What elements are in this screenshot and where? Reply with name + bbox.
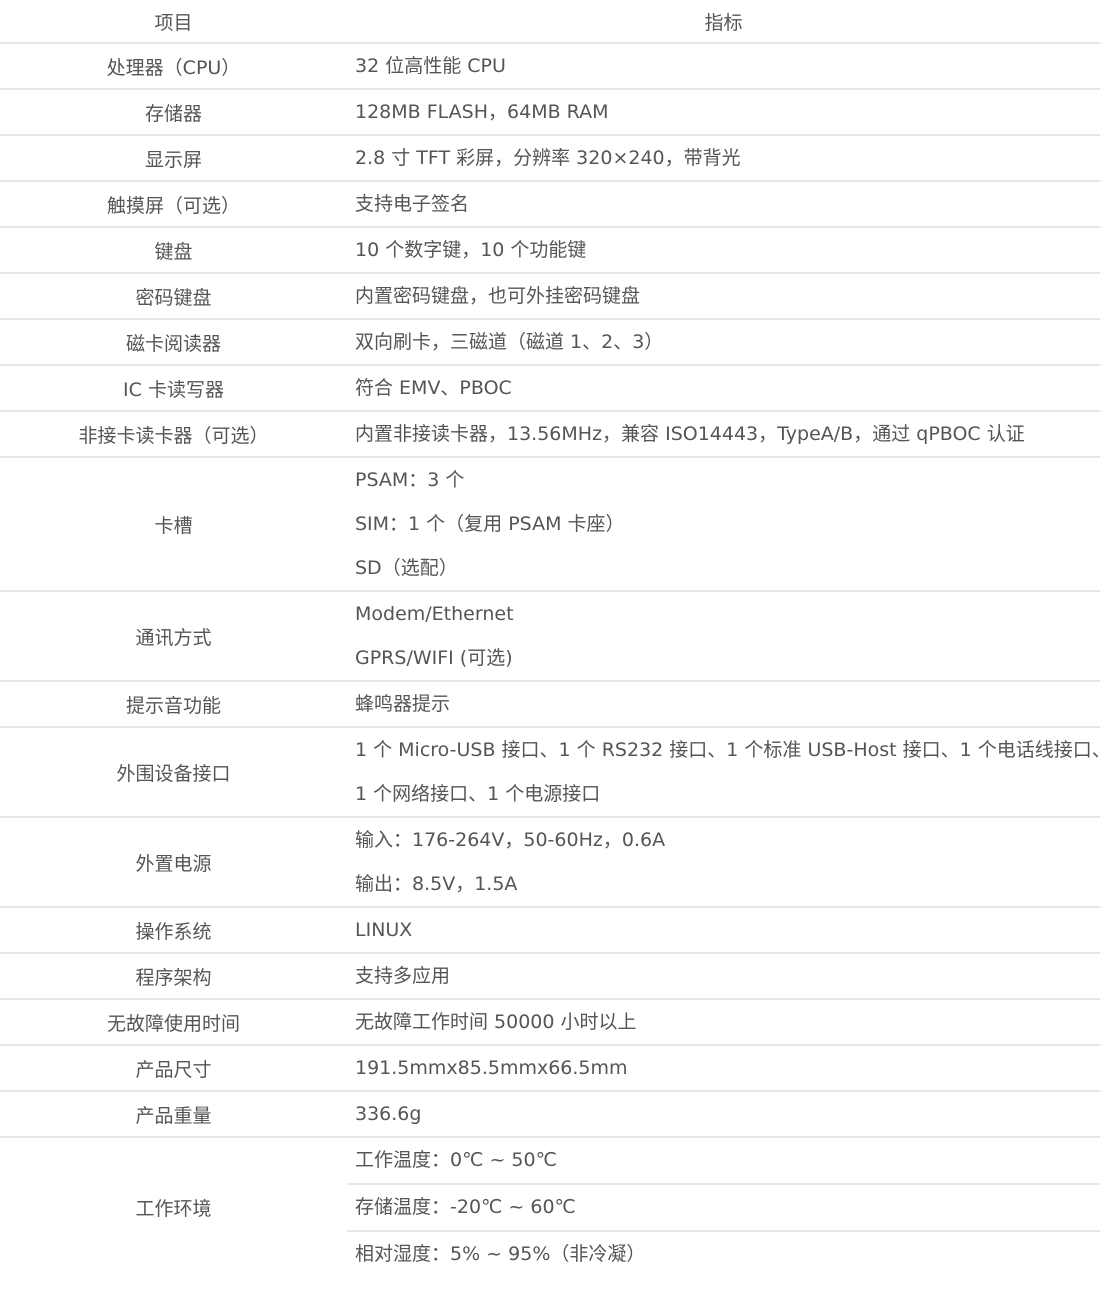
spec-name: 磁卡阅读器 [0,319,347,366]
spec-value-cell: 2.8 寸 TFT 彩屏，分辨率 320×240，带背光 [347,135,1100,182]
spec-name: 卡槽 [0,457,347,592]
header-item: 项目 [0,0,347,44]
table-row: 通讯方式 Modem/Ethernet GPRS/WIFI (可选) [0,591,1100,682]
table-row: 显示屏 2.8 寸 TFT 彩屏，分辨率 320×240，带背光 [0,135,1100,182]
table-row: 工作环境 工作温度：0℃ ~ 50℃ 存储温度：-20℃ ~ 60℃ 相对湿度：5% … [0,1137,1100,1277]
table-row: IC 卡读写器 符合 EMV、PBOC [0,365,1100,412]
spec-value-cell: 支持多应用 [347,953,1100,1000]
spec-value: SIM：1 个（复用 PSAM 卡座） [355,513,625,535]
table-row: 触摸屏（可选） 支持电子签名 [0,181,1100,228]
spec-value: 无故障工作时间 50000 小时以上 [355,1011,637,1033]
spec-value: 双向刷卡，三磁道（磁道 1、2、3） [355,331,664,353]
table-row: 无故障使用时间 无故障工作时间 50000 小时以上 [0,999,1100,1046]
spec-name: 触摸屏（可选） [0,181,347,228]
spec-value-cell: 支持电子签名 [347,181,1100,228]
spec-value: 1 个网络接口、1 个电源接口 [355,783,601,805]
table-row: 磁卡阅读器 双向刷卡，三磁道（磁道 1、2、3） [0,319,1100,366]
spec-value-cell: 无故障工作时间 50000 小时以上 [347,999,1100,1046]
spec-value: 10 个数字键，10 个功能键 [355,239,587,261]
table-row: 操作系统 LINUX [0,907,1100,954]
spec-value: 蜂鸣器提示 [355,693,451,715]
spec-value-cell: 128MB FLASH，64MB RAM [347,89,1100,136]
spec-value: 工作温度：0℃ ~ 50℃ [347,1138,1100,1185]
spec-value-cell: PSAM：3 个 SIM：1 个（复用 PSAM 卡座） SD（选配） [347,457,1100,592]
table-row: 提示音功能 蜂鸣器提示 [0,681,1100,728]
spec-value: 1 个 Micro-USB 接口、1 个 RS232 接口、1 个标准 USB-… [355,739,1100,761]
spec-value: 2.8 寸 TFT 彩屏，分辨率 320×240，带背光 [355,147,741,169]
spec-value-cell: LINUX [347,907,1100,954]
spec-name: 处理器（CPU） [0,43,347,90]
spec-value-cell: Modem/Ethernet GPRS/WIFI (可选) [347,591,1100,682]
spec-value-cell: 内置非接读卡器，13.56MHz，兼容 ISO14443，TypeA/B，通过 … [347,411,1100,458]
table-row: 处理器（CPU） 32 位高性能 CPU [0,43,1100,90]
spec-value: 支持电子签名 [355,193,470,215]
spec-name: 通讯方式 [0,591,347,682]
header-spec: 指标 [347,0,1100,44]
spec-value-cell: 1 个 Micro-USB 接口、1 个 RS232 接口、1 个标准 USB-… [347,727,1100,818]
table-row: 程序架构 支持多应用 [0,953,1100,1000]
spec-value: GPRS/WIFI (可选) [355,647,513,669]
spec-value-cell: 内置密码键盘，也可外挂密码键盘 [347,273,1100,320]
spec-name: 操作系统 [0,907,347,954]
table-row: 卡槽 PSAM：3 个 SIM：1 个（复用 PSAM 卡座） SD（选配） [0,457,1100,592]
table-row: 外置电源 输入：176-264V，50-60Hz，0.6A 输出：8.5V，1.5A [0,817,1100,908]
spec-name: 产品重量 [0,1091,347,1138]
spec-name: 无故障使用时间 [0,999,347,1046]
spec-value: 191.5mmx85.5mmx66.5mm [355,1057,628,1079]
table-row: 外围设备接口 1 个 Micro-USB 接口、1 个 RS232 接口、1 个标… [0,727,1100,818]
spec-name: 工作环境 [135,1198,212,1220]
spec-value-cell: 32 位高性能 CPU [347,43,1100,90]
spec-value: 内置非接读卡器，13.56MHz，兼容 ISO14443，TypeA/B，通过 … [355,423,1025,445]
spec-name: 显示屏 [0,135,347,182]
spec-value: 输出：8.5V，1.5A [355,873,518,895]
spec-name: 存储器 [0,89,347,136]
spec-name: 提示音功能 [0,681,347,728]
spec-value-cell: 336.6g [347,1091,1100,1138]
spec-name: 密码键盘 [0,273,347,320]
spec-value: LINUX [355,919,413,941]
spec-name: 产品尺寸 [0,1045,347,1092]
table-row: 密码键盘 内置密码键盘，也可外挂密码键盘 [0,273,1100,320]
spec-value-cell: 输入：176-264V，50-60Hz，0.6A 输出：8.5V，1.5A [347,817,1100,908]
spec-value-cell: 双向刷卡，三磁道（磁道 1、2、3） [347,319,1100,366]
spec-value-cell: 蜂鸣器提示 [347,681,1100,728]
table-header: 项目 指标 [0,0,1100,44]
table-row: 产品尺寸 191.5mmx85.5mmx66.5mm [0,1045,1100,1092]
spec-value: 存储温度：-20℃ ~ 60℃ [347,1185,1100,1232]
spec-name: 键盘 [0,227,347,274]
spec-value: 336.6g [355,1103,422,1125]
spec-value-cell: 10 个数字键，10 个功能键 [347,227,1100,274]
table-row: 产品重量 336.6g [0,1091,1100,1138]
spec-name: 外置电源 [0,817,347,908]
spec-name: 外围设备接口 [0,727,347,818]
spec-name: 程序架构 [0,953,347,1000]
table-row: 键盘 10 个数字键，10 个功能键 [0,227,1100,274]
spec-value: 32 位高性能 CPU [355,55,506,77]
spec-value: SD（选配） [355,557,458,579]
spec-value: 支持多应用 [355,965,451,987]
spec-value: 相对湿度：5% ~ 95%（非冷凝） [355,1243,646,1265]
spec-value-cell: 工作温度：0℃ ~ 50℃ 存储温度：-20℃ ~ 60℃ 相对湿度：5% ~ 95… [347,1137,1100,1277]
spec-value: 符合 EMV、PBOC [355,377,512,399]
table-row: 存储器 128MB FLASH，64MB RAM [0,89,1100,136]
spec-value: 128MB FLASH，64MB RAM [355,101,609,123]
spec-value: PSAM：3 个 [355,469,465,491]
spec-value: 内置密码键盘，也可外挂密码键盘 [355,285,641,307]
spec-value: 输入：176-264V，50-60Hz，0.6A [355,829,666,851]
spec-value-cell: 符合 EMV、PBOC [347,365,1100,412]
spec-name: 非接卡读卡器（可选） [0,411,347,458]
table-row: 非接卡读卡器（可选） 内置非接读卡器，13.56MHz，兼容 ISO14443，T… [0,411,1100,458]
spec-value: Modem/Ethernet [355,603,514,625]
spec-name: IC 卡读写器 [0,365,347,412]
spec-value-cell: 191.5mmx85.5mmx66.5mm [347,1045,1100,1092]
